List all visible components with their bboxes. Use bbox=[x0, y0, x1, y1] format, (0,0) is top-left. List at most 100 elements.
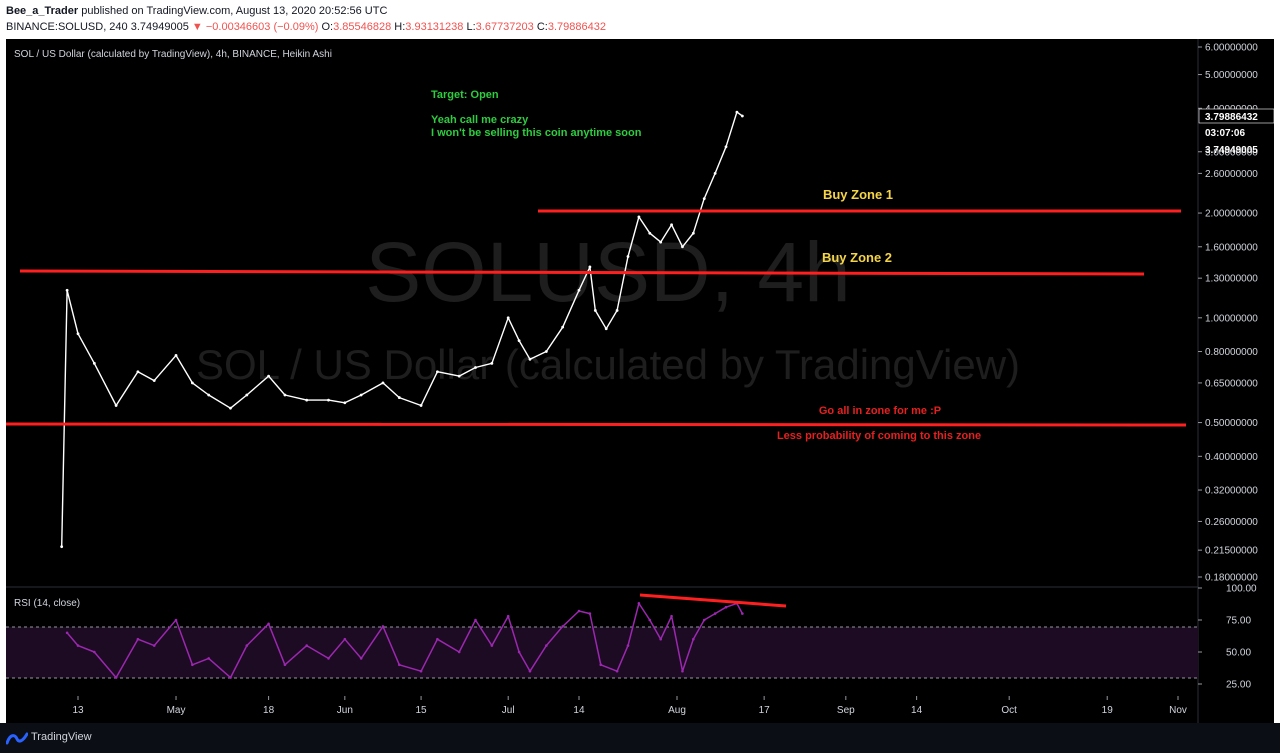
chart-svg[interactable]: SOLUSD, 4h SOL / US Dollar (calculated b… bbox=[5, 39, 1275, 723]
all-in-probability-label[interactable]: Less probability of coming to this zone bbox=[777, 430, 981, 442]
price-point bbox=[659, 240, 663, 244]
publish-header: Bee_a_Trader published on TradingView.co… bbox=[0, 0, 1280, 38]
close-value: 3.79886432 bbox=[547, 21, 606, 33]
all-in-zone-line[interactable] bbox=[5, 422, 1187, 427]
rsi-point bbox=[114, 676, 118, 679]
rsi-point bbox=[545, 644, 548, 647]
prev-price-badge: 3.74949005 bbox=[1205, 145, 1258, 156]
price-tick-label: 1.00000000 bbox=[1205, 313, 1258, 324]
rsi-point bbox=[419, 669, 423, 673]
time-tick-label: 19 bbox=[1102, 705, 1114, 716]
price-point bbox=[517, 339, 521, 343]
rsi-tick-label: 25.00 bbox=[1226, 680, 1251, 691]
rsi-tick-label: 100.00 bbox=[1226, 584, 1257, 595]
tradingview-logo-icon[interactable] bbox=[6, 730, 28, 746]
rsi-point bbox=[615, 669, 619, 673]
crazy-note-line1[interactable]: Yeah call me crazy bbox=[431, 114, 529, 126]
rsi-point bbox=[637, 602, 641, 605]
price-point bbox=[593, 309, 597, 312]
rsi-point bbox=[65, 631, 69, 635]
low-label: L: bbox=[466, 21, 476, 33]
current-price-badge: 3.79886432 bbox=[1205, 112, 1258, 123]
price-point bbox=[114, 404, 118, 407]
change-value: −0.00346603 (−0.09%) bbox=[205, 21, 319, 33]
time-tick-label: 13 bbox=[72, 705, 84, 716]
rsi-axis[interactable]: 100.00 75.00 50.00 25.00 bbox=[1198, 584, 1257, 691]
buy-zone-1-label[interactable]: Buy Zone 1 bbox=[823, 187, 893, 202]
price-point bbox=[76, 332, 80, 336]
watermark-description: SOL / US Dollar (calculated by TradingVi… bbox=[196, 341, 1020, 388]
price-point bbox=[174, 353, 178, 357]
price-tick-label: 1.60000000 bbox=[1205, 242, 1258, 253]
price-point bbox=[604, 327, 608, 331]
price-point bbox=[267, 374, 270, 378]
price-point bbox=[327, 398, 330, 402]
brand-label[interactable]: TradingView bbox=[31, 731, 92, 743]
rsi-point bbox=[457, 650, 461, 654]
time-tick-label: 15 bbox=[416, 705, 428, 716]
ohlc-line: BINANCE:SOLUSD, 240 3.74949005 ▼ −0.0034… bbox=[6, 21, 606, 33]
time-tick-label: Oct bbox=[1001, 705, 1017, 716]
price-point bbox=[691, 231, 695, 235]
time-tick-label: May bbox=[167, 705, 186, 716]
rsi-point bbox=[528, 669, 532, 673]
rsi-point bbox=[359, 657, 363, 660]
price-axis[interactable]: 6.000000005.000000004.000000003.00000000… bbox=[1198, 43, 1258, 584]
chart-area[interactable]: SOLUSD, 4h SOL / US Dollar (calculated b… bbox=[5, 39, 1275, 723]
price-point bbox=[702, 197, 706, 201]
chart-legend[interactable]: SOL / US Dollar (calculated by TradingVi… bbox=[14, 49, 332, 60]
all-in-zone-label[interactable]: Go all in zone for me :P bbox=[819, 405, 941, 417]
buy-zone-2-line[interactable] bbox=[19, 269, 1145, 276]
rsi-point bbox=[191, 663, 194, 667]
close-label: C: bbox=[536, 21, 548, 33]
time-tick-label: Nov bbox=[1169, 705, 1187, 716]
crazy-note-line2[interactable]: I won't be selling this coin anytime soo… bbox=[431, 127, 642, 139]
rsi-point bbox=[702, 618, 706, 622]
target-note[interactable]: Target: Open bbox=[431, 89, 499, 101]
time-tick-label: Aug bbox=[668, 705, 686, 716]
price-point bbox=[670, 223, 673, 227]
price-point bbox=[648, 231, 652, 235]
rsi-point bbox=[648, 618, 652, 622]
rsi-point bbox=[474, 618, 477, 622]
last-price: 3.74949005 bbox=[130, 21, 189, 33]
rsi-point bbox=[229, 676, 232, 679]
rsi-point bbox=[713, 612, 717, 615]
price-point bbox=[681, 245, 684, 249]
time-tick-label: 14 bbox=[911, 705, 923, 716]
rsi-point bbox=[267, 622, 270, 626]
rsi-point bbox=[506, 614, 510, 618]
price-tick-label: 6.00000000 bbox=[1205, 43, 1258, 54]
price-point bbox=[207, 393, 211, 397]
time-tick-label: 17 bbox=[759, 705, 771, 716]
price-tick-label: 0.40000000 bbox=[1205, 452, 1258, 463]
price-point bbox=[724, 145, 728, 149]
rsi-point bbox=[436, 637, 439, 641]
rsi-legend[interactable]: RSI (14, close) bbox=[14, 598, 80, 609]
author-line: Bee_a_Trader published on TradingView.co… bbox=[6, 5, 387, 17]
time-axis[interactable]: 13 May 18 Jun 15 Jul 14 Aug 17 Sep 14 Oct 19 Nov bbox=[72, 696, 1187, 716]
price-point bbox=[626, 255, 630, 258]
price-point bbox=[637, 215, 641, 219]
rsi-point bbox=[152, 644, 156, 647]
rsi-point bbox=[626, 644, 630, 647]
price-point bbox=[577, 288, 581, 292]
price-point bbox=[735, 110, 739, 114]
rsi-point bbox=[93, 650, 96, 654]
price-point bbox=[283, 393, 287, 397]
author-name[interactable]: Bee_a_Trader bbox=[6, 5, 79, 17]
rsi-divergence-line[interactable] bbox=[639, 593, 787, 608]
rsi-point bbox=[490, 644, 494, 647]
price-point bbox=[152, 379, 156, 383]
price-point bbox=[740, 114, 744, 118]
price-point bbox=[544, 350, 548, 353]
footer-bar: TradingView bbox=[0, 723, 1280, 753]
time-tick-label: 18 bbox=[263, 705, 275, 716]
price-point bbox=[474, 366, 477, 369]
price-tick-label: 0.32000000 bbox=[1205, 486, 1258, 497]
price-point bbox=[615, 309, 619, 312]
buy-zone-2-label[interactable]: Buy Zone 2 bbox=[822, 250, 892, 265]
rsi-point bbox=[381, 625, 385, 628]
price-tick-label: 0.26000000 bbox=[1205, 517, 1258, 528]
publish-info: published on TradingView.com, August 13,… bbox=[81, 5, 388, 17]
